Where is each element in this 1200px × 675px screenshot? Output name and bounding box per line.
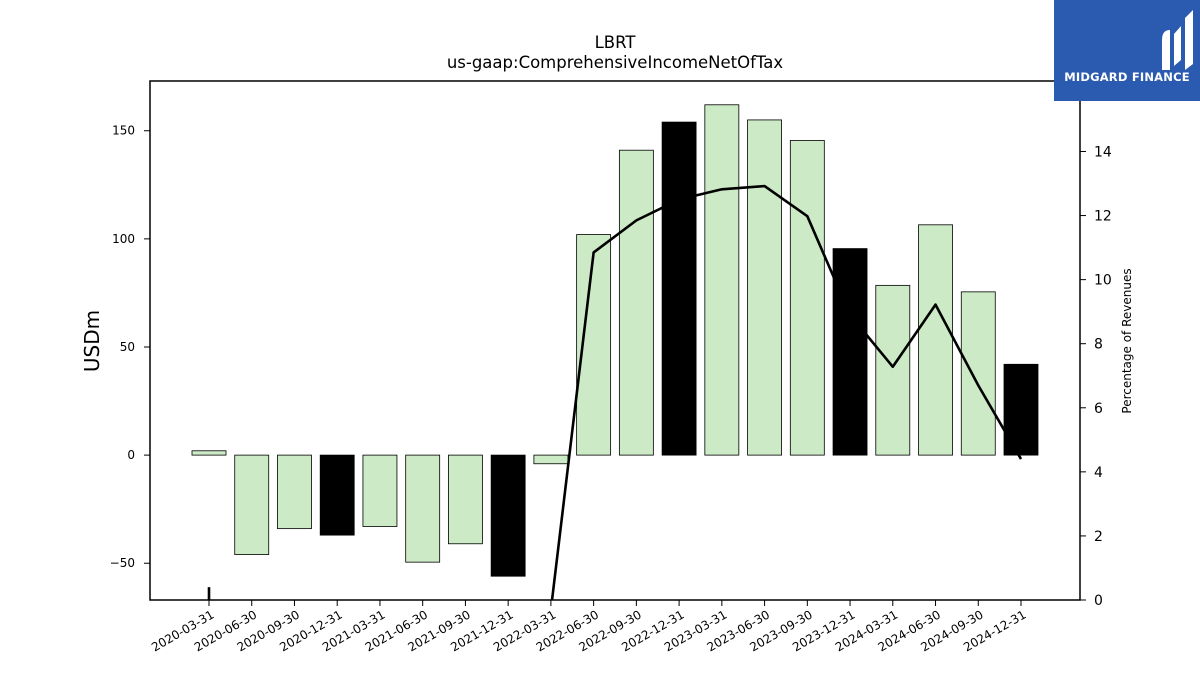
left-axis: −50 0 50 100 150 [110,124,150,570]
bar-2021-09-30 [448,454,483,545]
bar-2021-06-30 [405,454,441,563]
y-tick-label: 50 [120,340,135,354]
y2-tick-label: 2 [1094,529,1103,545]
bar-2024-03-31 [875,284,911,456]
y2-tick-label: 6 [1094,401,1103,417]
y-tick-label: −50 [110,556,135,570]
bar-2022-06-30 [576,234,612,456]
y2-tick-label: 4 [1094,465,1103,481]
y2-axis-label: Percentage of Revenues [1120,268,1134,413]
chart-subtitle: us-gaap:ComprehensiveIncomeNetOfTax [447,53,784,72]
plot-frame [149,80,1081,601]
bar-2023-12-31 [832,248,868,456]
bar-2023-06-30 [747,119,782,456]
y-tick-label: 0 [127,448,135,462]
logo-text: MIDGARD FINANCE [1064,70,1190,84]
bar-2020-09-30 [277,454,312,530]
right-axis: 0 2 4 6 8 10 12 14 [1080,144,1112,609]
y-tick-label: 100 [112,232,135,246]
y2-tick-label: 0 [1094,593,1103,609]
y-axis-label: USDm [80,310,104,372]
bar-2024-06-30 [918,224,953,456]
y2-tick-label: 12 [1094,209,1112,225]
line-layer [207,184,1023,600]
logo-mark-icon [1162,10,1193,70]
bar-2023-09-30 [789,140,825,456]
x-axis: 2020-03-312020-06-302020-09-302020-12-31… [149,600,1029,654]
bar-2021-12-31 [490,454,526,577]
bar-2022-12-31 [661,121,697,456]
bar-2021-03-31 [362,454,398,527]
y2-tick-label: 14 [1094,144,1112,160]
bar-2024-09-30 [960,291,996,456]
chart-title: LBRT [595,33,637,52]
bar-2020-06-30 [234,454,270,555]
bar-2020-03-31 [191,450,227,456]
bar-2020-12-31 [319,454,355,536]
bar-2022-09-30 [618,149,654,456]
bar-2022-03-31 [533,454,569,465]
y2-tick-label: 8 [1094,337,1103,353]
percentage-line-segment-1 [550,184,1023,600]
y2-tick-label: 10 [1094,273,1112,289]
bar-2024-12-31 [1003,363,1039,456]
bar-2023-03-31 [704,104,740,456]
bars-layer [191,104,1039,577]
y-tick-label: 150 [112,124,135,138]
midgard-finance-logo: MIDGARD FINANCE [1054,0,1200,101]
